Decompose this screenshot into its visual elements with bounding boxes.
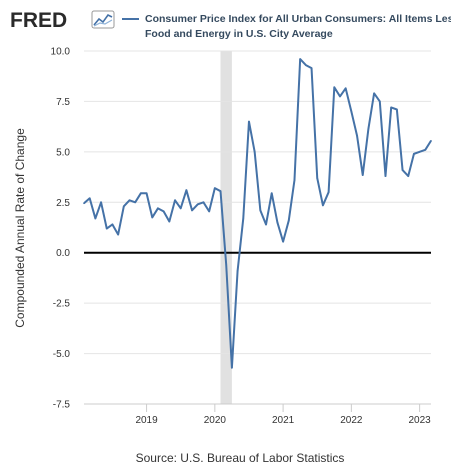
data-point [88,197,91,200]
y-tick-label: 5.0 [56,147,70,158]
data-point [185,189,188,191]
data-point [373,92,375,95]
data-point [265,223,267,226]
data-point [327,191,330,193]
data-point [401,169,404,171]
x-tick-label: 2022 [340,415,363,426]
series-layer [83,58,432,369]
x-tick-label: 2020 [204,415,227,426]
data-point [356,134,358,137]
data-point [208,210,210,213]
data-point [339,95,341,98]
data-point [390,106,392,109]
x-tick-label: 2019 [135,415,158,426]
legend-label-line1: Consumer Price Index for All Urban Consu… [145,13,451,25]
recession-shading-layer [220,51,232,404]
fred-logo-graph-icon [91,10,115,29]
data-point [299,58,301,60]
data-point [344,87,347,90]
data-point [157,207,159,210]
data-point [83,202,85,205]
data-point [316,177,319,179]
data-point [253,151,256,153]
x-tick-label: 2023 [408,415,431,426]
data-point [361,174,364,176]
data-point [430,139,432,142]
data-point [168,220,171,223]
y-tick-label: -5.0 [53,349,71,360]
plot-area [84,51,431,404]
y-axis-title: Compounded Annual Rate of Change [13,128,27,328]
data-point [287,219,290,222]
data-point [276,221,279,224]
data-point [145,192,148,195]
data-point [202,201,205,204]
data-point [196,203,199,206]
data-point [305,64,307,66]
data-point [270,192,273,195]
chart-legend: Consumer Price Index for All Urban Consu… [122,13,451,40]
data-point [379,100,381,103]
y-tick-label: -7.5 [53,400,71,411]
data-point [310,67,313,69]
fred-logo-text: FRED [10,9,67,32]
data-point [134,201,136,204]
data-point [350,110,353,113]
data-point [225,264,228,266]
data-point [293,179,296,181]
data-point [407,175,410,177]
data-point [396,108,398,111]
data-point [333,86,336,89]
data-point [94,217,97,220]
data-point [259,209,262,212]
data-point [151,216,154,219]
y-axis-ticks: 10.0 7.5 5.0 2.5 0.0 -2.5 -5.0 -7.5 [51,47,71,411]
data-point [413,153,415,155]
data-point [100,201,102,204]
data-point [282,240,284,243]
data-point [231,366,233,369]
data-point [214,187,216,189]
y-tick-label: 2.5 [56,198,70,209]
y-tick-label: -2.5 [53,299,71,310]
series-line[interactable] [83,58,432,369]
y-tick-label: 7.5 [56,97,70,108]
y-tick-label: 10.0 [51,47,71,58]
y-tick-label: 0.0 [56,248,70,259]
data-point [236,270,239,272]
data-point [322,204,324,207]
data-point [418,151,421,153]
x-tick-label: 2021 [272,415,295,426]
data-point [424,149,427,151]
data-point [191,209,193,212]
source-note: Source: U.S. Bureau of Labor Statistics [136,451,345,465]
recession-band [220,51,232,404]
legend-label-line2: Food and Energy in U.S. City Average [145,28,333,40]
data-point [140,192,142,195]
data-point [219,190,222,192]
data-point [123,205,125,208]
data-point [128,199,131,202]
data-point [179,207,182,210]
data-point [162,210,165,213]
x-axis-ticks: 2019 2020 2021 2022 2023 [84,403,431,426]
data-point [384,175,387,177]
data-point [117,233,119,236]
data-point [174,199,176,202]
data-point [248,120,250,123]
data-point [242,217,245,220]
fred-logo[interactable]: FRED [10,9,115,32]
data-point [111,223,114,226]
data-point [105,227,108,230]
data-point [367,127,370,130]
